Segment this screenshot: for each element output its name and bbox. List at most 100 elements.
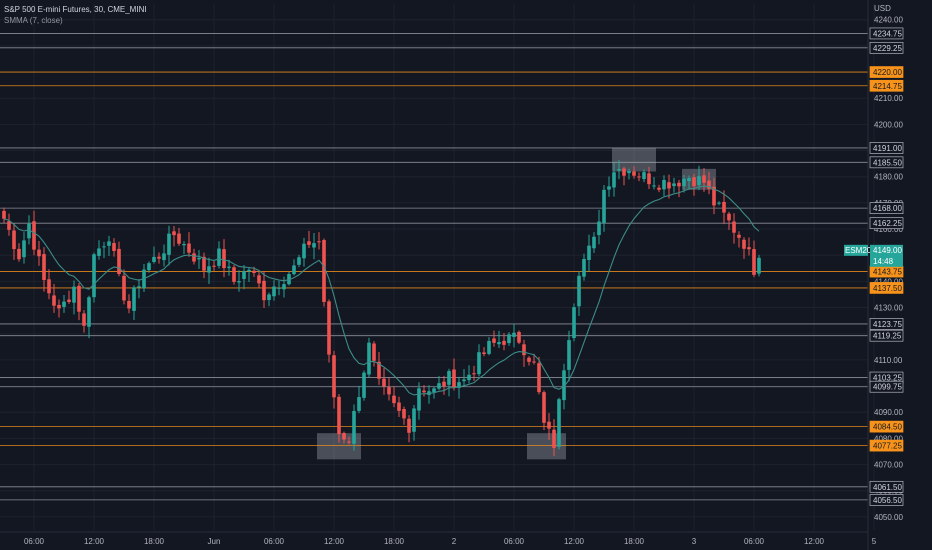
current-price-badge[interactable] (870, 244, 903, 267)
candle-body (567, 340, 571, 370)
level-label-box (869, 439, 904, 452)
candle-body (367, 342, 371, 375)
y-tick-label: 4200.00 (874, 120, 903, 129)
highlight-box[interactable] (612, 147, 656, 172)
candle-body (442, 381, 446, 387)
candle-body (92, 254, 96, 298)
candle-body (157, 256, 161, 259)
candle-body (717, 202, 721, 204)
level-label-box (869, 480, 904, 493)
symbol-title[interactable]: S&P 500 E-mini Futures, 30, CME_MINI (4, 5, 147, 14)
candle-body (667, 182, 671, 189)
candle-body (672, 183, 676, 187)
candle-body (362, 372, 366, 398)
candle-body (452, 369, 456, 387)
candle-body (517, 331, 521, 343)
candle-body (257, 275, 261, 284)
x-tick-label: 18:00 (624, 537, 645, 546)
candle-body (312, 243, 316, 248)
candle-body (432, 388, 436, 393)
level-label: 4162.25 (873, 219, 902, 228)
candle-body (117, 248, 121, 275)
y-tick-label: 4050.00 (874, 513, 903, 522)
candle-body (532, 361, 536, 363)
level-label: 4084.50 (873, 423, 902, 432)
candle-body (97, 248, 101, 256)
candle-body (722, 201, 726, 213)
candle-body (477, 352, 481, 375)
candle-body (177, 233, 181, 244)
candle-body (192, 253, 196, 262)
level-label-box (869, 494, 904, 506)
candle-body (342, 433, 346, 440)
level-label-box (869, 27, 904, 40)
level-label: 4077.25 (873, 442, 902, 451)
candle-body (382, 378, 386, 387)
level-label-box (869, 41, 904, 54)
candle-body (697, 176, 701, 186)
candle-body (297, 257, 301, 265)
level-label-box (869, 380, 904, 393)
candle-body (47, 279, 51, 294)
y-tick-label: 4210.00 (874, 94, 903, 103)
candle-body (627, 171, 631, 174)
candle-body (232, 267, 236, 282)
candle-body (597, 221, 601, 236)
x-tick-label: 12:00 (804, 537, 825, 546)
level-label: 4229.25 (873, 44, 902, 53)
level-label: 4191.00 (873, 144, 902, 153)
candle-body (167, 233, 171, 255)
candle-body (727, 213, 731, 221)
level-label: 4061.50 (873, 483, 902, 492)
x-tick-label: 06:00 (744, 537, 765, 546)
y-tick-label: 4110.00 (874, 356, 903, 365)
candle-body (247, 269, 251, 272)
candle-body (217, 248, 221, 266)
level-label: 4137.50 (873, 284, 902, 293)
candle-body (472, 373, 476, 375)
candle-body (482, 352, 486, 355)
candle-body (467, 374, 471, 381)
x-tick-label: 12:00 (324, 537, 345, 546)
candle-body (602, 189, 606, 224)
candle-body (72, 286, 76, 303)
candle-body (237, 281, 241, 283)
candle-body (162, 253, 166, 261)
level-label-box (869, 202, 904, 214)
y-tick-label: 4180.00 (874, 173, 903, 182)
x-tick-label: 2 (452, 537, 457, 546)
level-label-box (869, 318, 904, 330)
indicator-label[interactable]: SMMA (7, close) (4, 16, 63, 25)
candle-body (127, 300, 131, 309)
candle-body (67, 299, 71, 302)
candle-body (592, 236, 596, 249)
candle-body (522, 344, 526, 356)
candle-body (582, 259, 586, 277)
candle-body (407, 418, 411, 433)
candle-body (292, 265, 296, 275)
candle-body (57, 304, 61, 309)
candle-body (372, 343, 376, 361)
candle-body (587, 245, 591, 260)
candle-body (542, 392, 546, 423)
candle-body (77, 285, 81, 312)
y-tick-label: 4140.00 (874, 277, 903, 286)
candle-body (287, 274, 291, 285)
symbol-badge[interactable] (844, 244, 868, 256)
x-tick-label: 06:00 (24, 537, 45, 546)
candle-body (402, 408, 406, 419)
x-tick-label: 12:00 (84, 537, 105, 546)
candle-body (42, 254, 46, 280)
x-tick-label: 18:00 (384, 537, 405, 546)
x-tick-label: 18:00 (144, 537, 165, 546)
countdown-text: 14:48 (873, 257, 894, 266)
candle-body (647, 173, 651, 185)
candle-body (12, 230, 16, 250)
candle-body (507, 334, 511, 344)
candle-body (302, 243, 306, 259)
level-label-box (869, 420, 904, 433)
candle-body (227, 266, 231, 268)
candle-body (377, 361, 381, 379)
